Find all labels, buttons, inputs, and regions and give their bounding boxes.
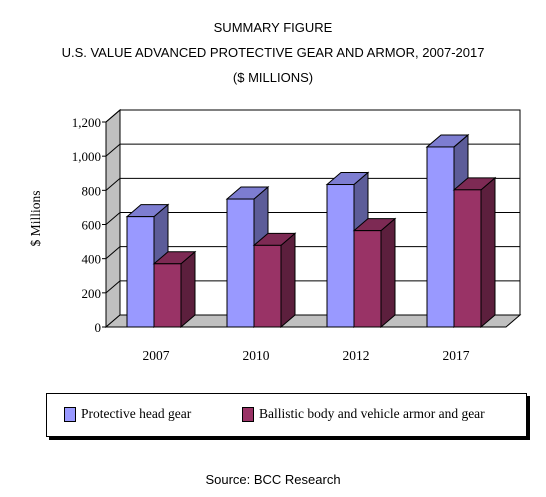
gridline-side <box>105 109 121 123</box>
y-tick-label: 400 <box>82 252 102 267</box>
x-tick-label: 2017 <box>443 348 470 363</box>
y-axis-title: $ Millions <box>28 191 43 247</box>
source-note: Source: BCC Research <box>205 472 341 487</box>
bar-body-armor-2010 <box>252 232 297 329</box>
y-tick-label: 1,200 <box>72 115 101 130</box>
y-tick-label: 200 <box>82 286 102 301</box>
x-tick-label: 2007 <box>143 348 170 363</box>
y-tick-label: 0 <box>95 320 102 335</box>
gridline-side <box>105 212 121 225</box>
y-tick-label: 800 <box>82 183 102 198</box>
gridline-side <box>105 177 121 191</box>
legend-label-head-gear: Protective head gear <box>81 406 192 421</box>
legend-swatch-head-gear <box>64 406 76 422</box>
chart-title-line-1: SUMMARY FIGURE <box>213 20 333 35</box>
chart-title-line-2: U.S. VALUE ADVANCED PROTECTIVE GEAR AND … <box>61 45 485 60</box>
x-tick-label: 2010 <box>243 348 270 363</box>
x-tick-label: 2012 <box>343 348 370 363</box>
y-tick-label: 600 <box>82 218 102 233</box>
chart-legend: Protective head gear Ballistic body and … <box>46 393 527 437</box>
y-tick-label: 1,000 <box>72 149 101 164</box>
legend-item-body-armor: Ballistic body and vehicle armor and gea… <box>242 406 485 422</box>
bar-body-armor-2012 <box>352 217 397 329</box>
bar-body-armor-2007 <box>152 250 197 329</box>
legend-item-head-gear: Protective head gear <box>64 406 191 422</box>
chart-subtitle: ($ MILLIONS) <box>232 70 314 85</box>
chart-plot: 0 200 400 600 800 1,000 1,200 $ Millions 2007 201… <box>28 108 522 363</box>
legend-swatch-body-armor <box>242 406 254 422</box>
gridline-side <box>105 246 121 260</box>
gridline-side <box>105 143 121 157</box>
gridline-side <box>105 280 121 294</box>
bar-body-armor-2017 <box>452 176 497 329</box>
legend-label-body-armor: Ballistic body and vehicle armor and gea… <box>259 406 485 421</box>
